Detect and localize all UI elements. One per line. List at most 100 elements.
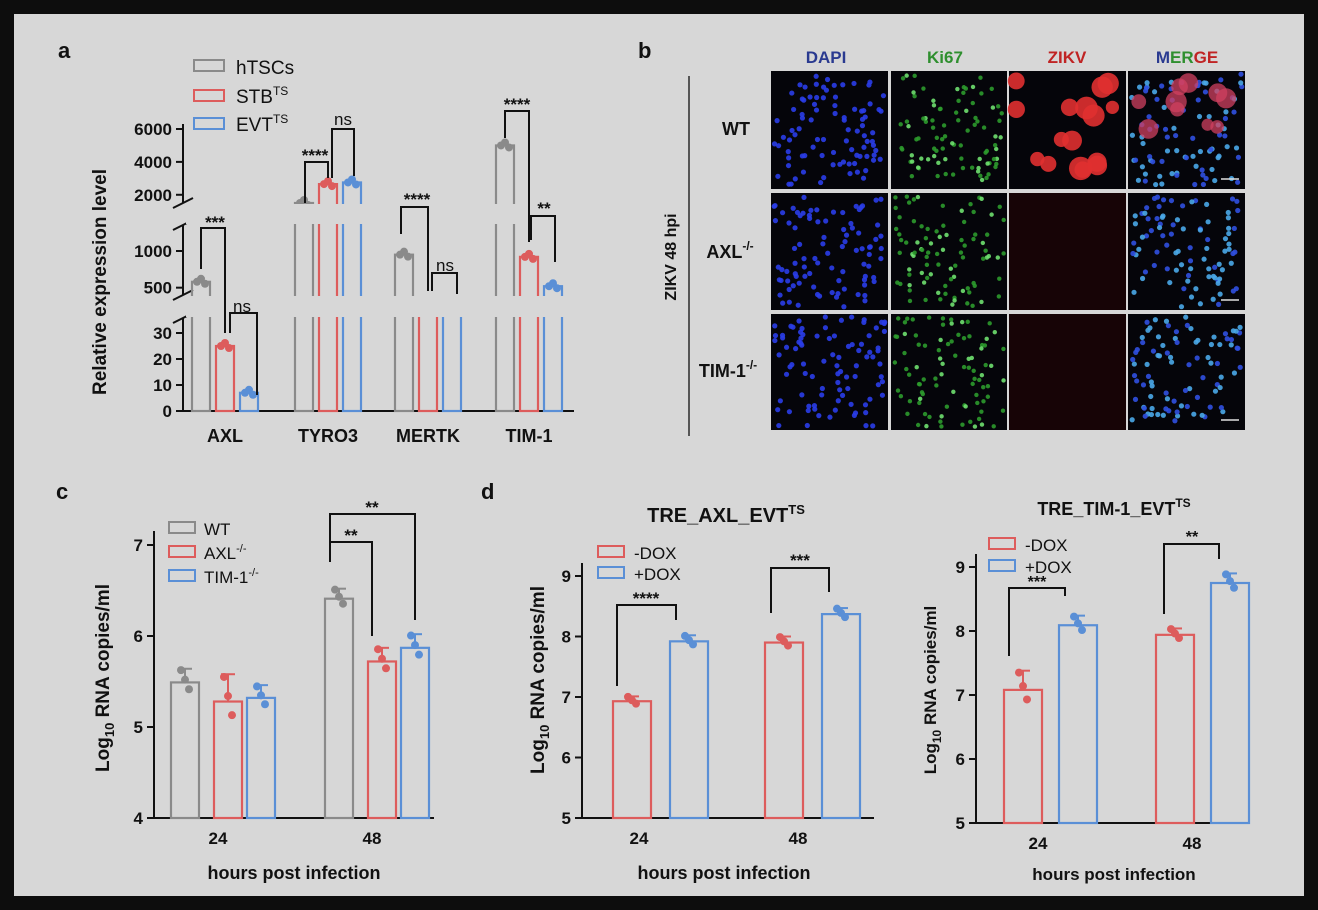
panel-b-row-labels: WT AXL-/- TIM-1-/- — [699, 119, 757, 381]
micrograph-ki67-row2 — [891, 193, 1007, 310]
column-header-ki67: Ki67 — [927, 48, 963, 67]
y-tick-label: 6 — [562, 749, 571, 768]
bar — [1154, 633, 1196, 825]
panel-label-a: a — [58, 38, 71, 63]
x-label-48: 48 — [789, 829, 808, 848]
panel-d-tim1: TRE_TIM-1_EVTTS Log10 RNA copies/ml 5 6 7 8… — [921, 496, 1251, 884]
sig-label: ** — [1186, 529, 1199, 546]
y-tick-label: 2000 — [134, 186, 172, 205]
x-label-24: 24 — [209, 829, 228, 848]
x-label-48: 48 — [1183, 834, 1202, 853]
micrograph-zikv-row1 — [1007, 71, 1126, 189]
data-point — [224, 692, 232, 701]
data-point — [257, 691, 265, 700]
data-point — [331, 585, 339, 594]
panel-d1-title: TRE_AXL_EVTTS — [647, 502, 805, 527]
panel-d2-x-axis-title: hours post infection — [1032, 865, 1195, 884]
data-point — [382, 664, 390, 673]
data-point — [253, 682, 261, 691]
x-label-tim1: TIM-1 — [506, 426, 553, 446]
bar — [820, 613, 862, 820]
bar — [245, 696, 277, 820]
sig-label: **** — [302, 146, 329, 165]
sig-bracket — [331, 128, 355, 178]
legend-swatch-evt — [193, 117, 225, 130]
y-tick-label: 6 — [956, 750, 965, 769]
micrograph-zikv-row3 — [1009, 314, 1126, 430]
panel-d1-y-axis-title: Log10 RNA copies/ml — [528, 586, 552, 774]
panel-a-ticks: 0 10 20 30 500 1000 2000 4000 6000 — [134, 120, 183, 421]
sig-label: *** — [790, 551, 810, 570]
sig-label: **** — [504, 95, 531, 114]
legend-label-stb: STBTS — [236, 84, 288, 108]
panel-c-bars — [169, 585, 431, 820]
data-point — [837, 608, 845, 617]
x-label-24: 24 — [630, 829, 649, 848]
bar — [169, 681, 201, 820]
x-label-tyro3: TYRO3 — [298, 426, 358, 446]
sig-label: **** — [633, 589, 660, 608]
legend-swatch-minus-dox — [597, 545, 625, 558]
axis-break-gap — [186, 296, 581, 317]
data-point — [411, 641, 419, 650]
sig-label: *** — [205, 213, 225, 232]
data-point — [220, 672, 228, 681]
data-point — [1171, 629, 1179, 638]
row-label-wt: WT — [722, 119, 750, 139]
x-label-axl: AXL — [207, 426, 243, 446]
bar — [214, 344, 236, 413]
panel-d1-x-axis-title: hours post infection — [638, 863, 811, 883]
data-point — [407, 631, 415, 640]
data-point — [685, 636, 693, 645]
bar — [212, 700, 244, 820]
sig-bracket — [1008, 587, 1066, 656]
y-tick-label: 4 — [134, 809, 144, 828]
data-point — [501, 138, 509, 147]
y-tick-label: 30 — [153, 324, 172, 343]
data-point — [1023, 695, 1031, 704]
legend-label-tim1: TIM-1-/- — [204, 567, 259, 587]
panel-a-legend: hTSCs STBTS EVTTS — [193, 58, 294, 136]
y-tick-label: 9 — [562, 567, 571, 586]
bar — [366, 660, 398, 820]
y-tick-label: 1000 — [134, 242, 172, 261]
sig-bracket — [616, 604, 677, 686]
panel-c-y-axis-title: Log10 RNA copies/ml — [93, 584, 117, 772]
panel-a: a hTSCs STBTS EVTTS Relative expression … — [58, 38, 581, 446]
legend-swatch-tim1 — [168, 569, 196, 582]
legend-label-axl: AXL-/- — [204, 543, 247, 563]
y-tick-label: 20 — [153, 350, 172, 369]
sig-bracket — [304, 161, 329, 203]
y-tick-label: 8 — [956, 622, 965, 641]
data-point — [324, 177, 332, 186]
y-tick-label: 7 — [562, 688, 571, 707]
data-point — [525, 249, 533, 258]
bar — [518, 255, 540, 413]
legend-swatch-minus-dox — [988, 537, 1016, 550]
panel-a-x-labels: AXL TYRO3 MERTK TIM-1 — [207, 426, 553, 446]
data-point — [181, 675, 189, 684]
legend-swatch-stb — [193, 89, 225, 102]
legend-swatch-htscs — [193, 59, 225, 72]
sig-bracket — [329, 513, 416, 620]
legend-swatch-axl — [168, 545, 196, 558]
sig-bracket — [431, 272, 458, 294]
y-tick-label: 500 — [144, 279, 172, 298]
sig-label: ns — [233, 297, 251, 316]
panel-d2-significance: *** ** — [1008, 529, 1220, 656]
data-point — [1015, 668, 1023, 677]
data-point — [339, 599, 347, 608]
sig-bracket — [770, 567, 830, 613]
panel-d1-legend: -DOX +DOX — [597, 544, 681, 584]
data-point — [628, 696, 636, 705]
column-header-dapi: DAPI — [806, 48, 847, 67]
panel-b-side-label: ZIKV 48 hpi — [663, 213, 680, 300]
y-tick-label: 6 — [134, 627, 143, 646]
sig-label: *** — [1028, 574, 1047, 591]
sig-bracket — [530, 215, 556, 262]
bar — [393, 253, 415, 413]
panel-d2-ticks: 5 6 7 8 9 — [956, 558, 976, 833]
data-point — [185, 685, 193, 694]
row-label-tim1: TIM-1-/- — [699, 358, 757, 381]
row-label-axl: AXL-/- — [706, 239, 753, 262]
